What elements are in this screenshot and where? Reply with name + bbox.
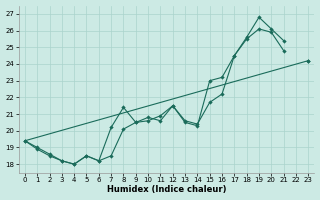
X-axis label: Humidex (Indice chaleur): Humidex (Indice chaleur) — [107, 185, 226, 194]
